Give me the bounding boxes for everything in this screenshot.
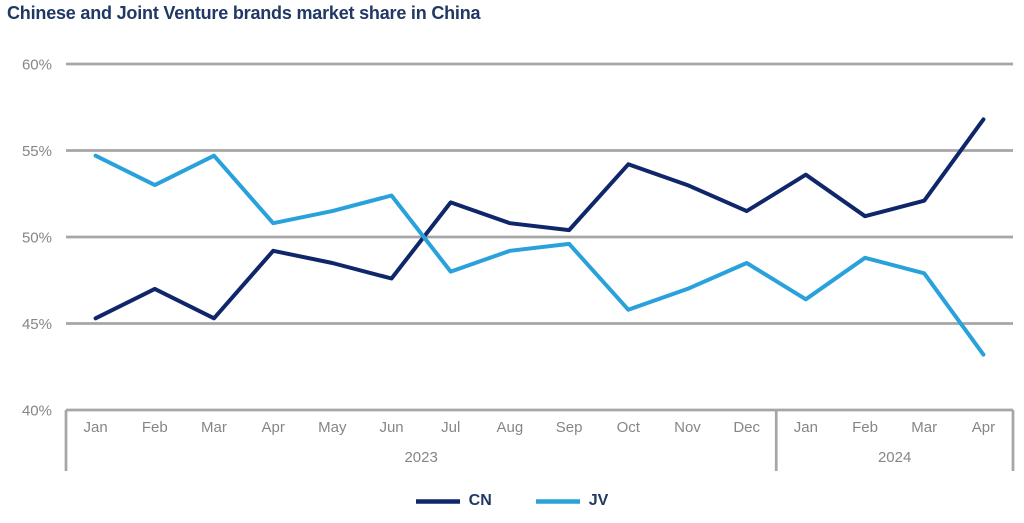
x-axis-label: May [318, 419, 347, 436]
x-axis-label: Mar [911, 419, 937, 436]
cn-line-swatch [415, 498, 460, 504]
x-axis-label: Nov [674, 419, 701, 436]
year-label: 2024 [878, 449, 911, 466]
legend-item-jv: JV [535, 492, 609, 510]
x-axis-label: Aug [497, 419, 524, 436]
x-axis-label: Mar [201, 419, 227, 436]
x-axis-label: Jan [794, 419, 818, 436]
chart-title: Chinese and Joint Venture brands market … [7, 3, 481, 23]
x-axis-label: Dec [733, 419, 760, 436]
jv-series-line [93, 153, 986, 357]
y-axis-label: 40% [22, 403, 52, 420]
y-axis-label: 60% [22, 57, 52, 74]
x-axis-label: Apr [972, 419, 995, 436]
x-axis-label: Feb [142, 419, 168, 436]
x-axis-label: Jun [379, 419, 403, 436]
cn-series-line [93, 117, 986, 321]
legend-label-cn: CN [468, 492, 492, 509]
y-axis-label: 50% [22, 230, 52, 247]
chart-legend: CN JV [0, 492, 1024, 510]
year-label: 2023 [404, 449, 437, 466]
y-axis-label: 55% [22, 143, 52, 160]
x-axis-label: Feb [852, 419, 878, 436]
jv-line-swatch [535, 498, 580, 504]
x-axis-label: Jul [441, 419, 460, 436]
x-axis-label: Apr [261, 419, 284, 436]
x-axis-label: Oct [617, 419, 641, 436]
x-axis-label: Sep [556, 419, 583, 436]
legend-label-jv: JV [588, 492, 609, 509]
y-axis-label: 45% [22, 316, 52, 333]
x-axis-label: Jan [84, 419, 108, 436]
legend-item-cn: CN [415, 492, 492, 510]
